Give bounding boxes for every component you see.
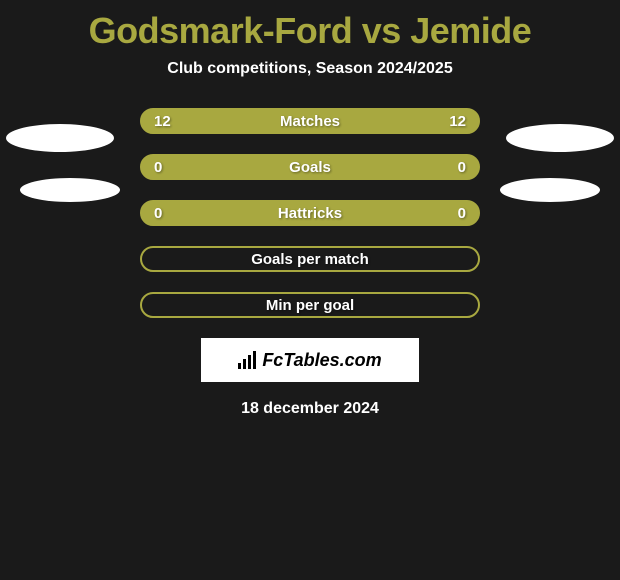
stat-label: Goals per match (251, 251, 369, 268)
stat-right-value: 0 (458, 159, 466, 176)
stat-label: Matches (280, 113, 340, 130)
stat-row-goals: 0 Goals 0 (140, 154, 480, 180)
page-subtitle: Club competitions, Season 2024/2025 (0, 60, 620, 108)
stat-left-value: 0 (154, 159, 162, 176)
footer-date: 18 december 2024 (0, 400, 620, 418)
stat-label: Min per goal (266, 297, 354, 314)
site-logo[interactable]: FcTables.com (201, 338, 419, 382)
stat-right-value: 0 (458, 205, 466, 222)
stat-left-value: 0 (154, 205, 162, 222)
page-title: Godsmark-Ford vs Jemide (0, 0, 620, 60)
stat-row-matches: 12 Matches 12 (140, 108, 480, 134)
stat-label: Hattricks (278, 205, 342, 222)
stat-row-goals-per-match: Goals per match (140, 246, 480, 272)
player-right-ellipse-2 (500, 178, 600, 202)
stat-label: Goals (289, 159, 331, 176)
bar-chart-icon (238, 351, 256, 369)
stat-left-value: 12 (154, 113, 171, 130)
stat-row-hattricks: 0 Hattricks 0 (140, 200, 480, 226)
player-right-ellipse-1 (506, 124, 614, 152)
player-left-ellipse-2 (20, 178, 120, 202)
logo-text: FcTables.com (262, 350, 381, 371)
player-left-ellipse-1 (6, 124, 114, 152)
stats-container: 12 Matches 12 0 Goals 0 0 Hattricks 0 Go… (140, 108, 480, 318)
stat-right-value: 12 (449, 113, 466, 130)
stat-row-min-per-goal: Min per goal (140, 292, 480, 318)
